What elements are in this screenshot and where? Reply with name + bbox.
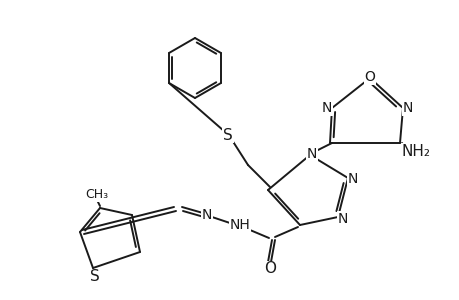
Text: N: N xyxy=(321,101,331,115)
Text: CH₃: CH₃ xyxy=(85,188,108,202)
Text: N: N xyxy=(306,147,317,161)
Text: N: N xyxy=(402,101,412,115)
Text: N: N xyxy=(202,208,212,222)
Text: NH₂: NH₂ xyxy=(401,143,430,158)
Text: N: N xyxy=(337,212,347,226)
Text: O: O xyxy=(263,262,275,277)
Text: NH: NH xyxy=(229,218,250,232)
Text: N: N xyxy=(347,172,358,186)
Text: O: O xyxy=(364,70,375,84)
Text: S: S xyxy=(223,128,232,142)
Text: S: S xyxy=(90,269,100,284)
